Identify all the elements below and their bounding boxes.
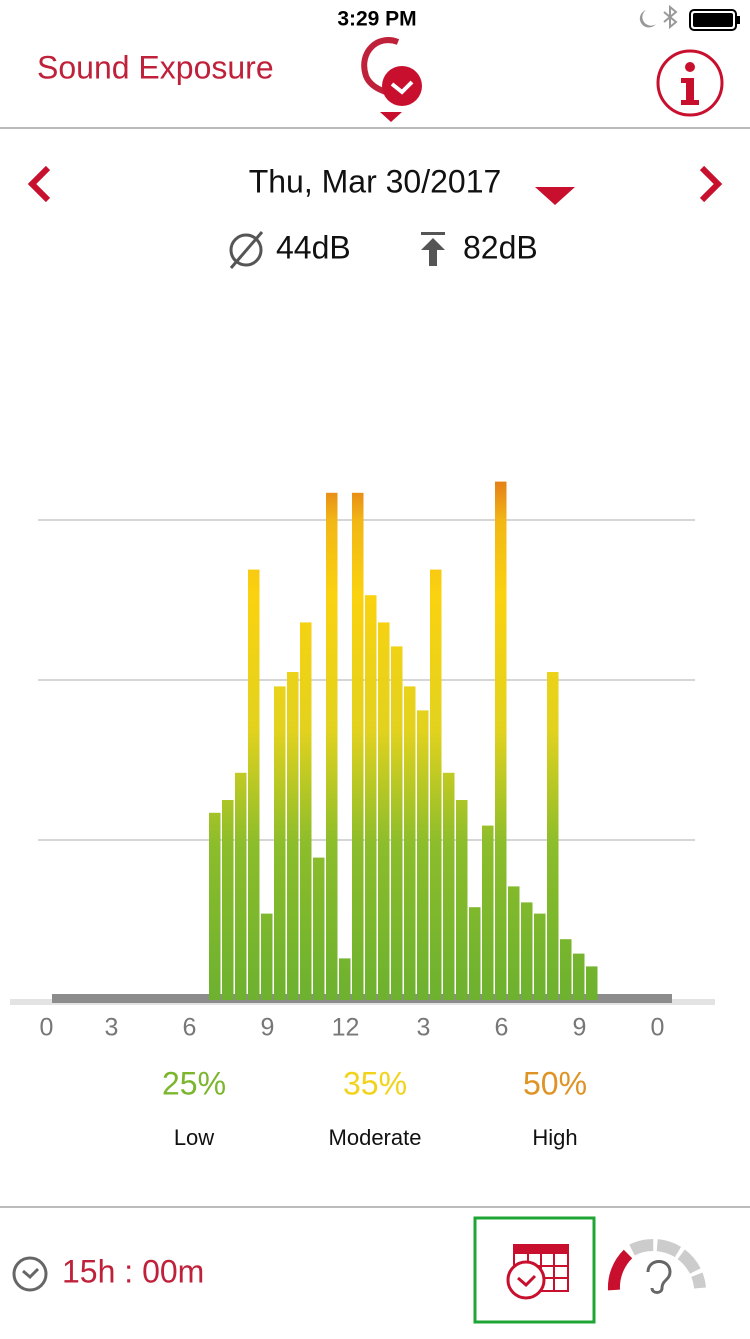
bar: [469, 907, 481, 1000]
bar: [313, 857, 325, 1000]
x-tick-label: 12: [332, 1014, 360, 1042]
clock-icon: [12, 1256, 48, 1292]
bar: [326, 492, 338, 1000]
hearing-tab[interactable]: [607, 1238, 706, 1294]
level-percent: 50%: [523, 1065, 587, 1101]
x-tick-label: 0: [40, 1014, 54, 1042]
x-tick-label: 9: [573, 1014, 587, 1042]
exposure-chart: 0 3 6 9 12 3 6 9 0: [38, 481, 695, 1042]
bar: [300, 622, 312, 1000]
bar: [560, 939, 572, 1000]
bar: [534, 913, 546, 1000]
bar: [378, 622, 390, 1000]
device-logo[interactable]: [361, 37, 422, 122]
prev-day[interactable]: [27, 165, 51, 203]
x-tick-label: 3: [105, 1014, 119, 1042]
level-percent: 25%: [162, 1065, 226, 1101]
average-level: 44dB: [276, 229, 351, 265]
levels-legend: 25% Low 35% Moderate 50% High: [162, 1065, 587, 1149]
bar: [339, 958, 351, 1000]
level-percent: 35%: [343, 1065, 407, 1101]
bar: [248, 569, 260, 1000]
bar: [547, 672, 559, 1000]
bar: [235, 772, 247, 1000]
level-label: Moderate: [329, 1125, 422, 1150]
bar: [209, 812, 221, 1000]
status-time: 3:29 PM: [337, 8, 416, 31]
bar: [417, 710, 429, 1000]
bar: [482, 825, 494, 1000]
bar: [287, 672, 299, 1000]
bar: [222, 800, 234, 1000]
level-label: High: [532, 1125, 577, 1150]
selected-tab: [473, 1216, 596, 1324]
x-tick-label: 6: [183, 1014, 197, 1042]
bar: [352, 492, 364, 1000]
bar: [391, 646, 403, 1000]
bar: [521, 902, 533, 1000]
x-tick-label: 9: [261, 1014, 275, 1042]
bar: [456, 800, 468, 1000]
bar: [586, 966, 598, 1000]
page-title: Sound Exposure: [37, 49, 274, 85]
bar: [261, 913, 273, 1000]
info-button[interactable]: [656, 49, 724, 117]
x-tick-label: 0: [651, 1014, 665, 1042]
x-tick-label: 6: [495, 1014, 509, 1042]
bar: [274, 686, 286, 1000]
next-day[interactable]: [699, 165, 723, 203]
average-icon: [229, 231, 264, 269]
bar: [365, 595, 377, 1000]
bar: [443, 772, 455, 1000]
peak-icon: [421, 232, 445, 266]
bar: [508, 886, 520, 1000]
bar: [495, 481, 507, 1001]
status-icons: [639, 4, 740, 31]
bar: [573, 953, 585, 1000]
peak-level: 82dB: [463, 229, 538, 265]
wear-duration: 15h : 00m: [62, 1253, 204, 1289]
date-dropdown[interactable]: [535, 187, 575, 205]
date-label[interactable]: Thu, Mar 30/2017: [249, 163, 502, 199]
calendar-tab[interactable]: [506, 1244, 569, 1300]
x-tick-label: 3: [417, 1014, 431, 1042]
level-label: Low: [174, 1125, 214, 1150]
bar: [430, 569, 442, 1000]
bar: [404, 686, 416, 1000]
